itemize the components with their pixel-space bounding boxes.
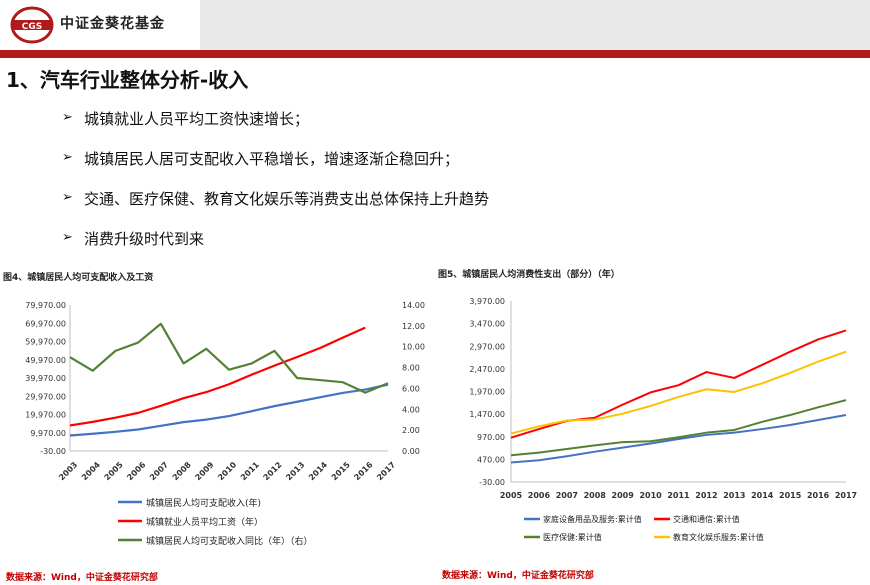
chart1-x-tick-label: 2009: [193, 460, 215, 482]
header-red-bar: [0, 50, 870, 58]
chart2-y-tick-label: 3,470.00: [469, 320, 505, 329]
chart1-left-tick-label: 9,970.00: [30, 429, 66, 438]
chart2-x-tick-label: 2017: [835, 491, 857, 500]
bullet-list: ➢ 城镇就业人员平均工资快速增长； ➢ 城镇居民人居可支配收入平稳增长，增速逐渐企稳…: [62, 108, 489, 268]
chart1-right-tick-label: 10.00: [402, 343, 425, 352]
chart2-legend-label: 家庭设备用品及服务:累计值: [543, 514, 642, 524]
chart2-series-line-0: [510, 414, 847, 464]
chart1-x-tick-label: 2014: [307, 460, 329, 482]
chart1-right-tick-label: 4.00: [402, 405, 420, 414]
chart1-x-tick-label: 2013: [284, 460, 306, 482]
brand-logo: CGS 中证金葵花基金: [0, 0, 200, 50]
chart1-series-line-2: [69, 322, 389, 394]
chart1-x-tick-label: 2007: [148, 460, 170, 482]
chart1-x-tick-label: 2003: [57, 460, 79, 482]
bullet-text: 城镇就业人员平均工资快速增长；: [84, 110, 310, 128]
bullet-text: 交通、医疗保健、教育文化娱乐等消费支出总体保持上升趋势: [84, 190, 490, 208]
chart2-x-tick-label: 2013: [723, 491, 745, 500]
arrow-bullet-icon: ➢: [62, 190, 73, 205]
page-title: 1、汽车行业整体分析-收入: [6, 68, 249, 92]
chart1-right-tick-label: 12.00: [402, 322, 425, 331]
chart1-series-line-1: [69, 326, 366, 427]
bullet-item: ➢ 城镇居民人居可支配收入平稳增长，增速逐渐企稳回升；: [62, 148, 489, 188]
chart1-x-tick-label: 2016: [352, 460, 374, 482]
chart1-x-tick-label: 2005: [103, 460, 125, 482]
chart1-right-tick-label: 14.00: [402, 301, 425, 310]
chart2-x-tick-label: 2008: [584, 491, 607, 500]
chart2-source: 数据来源：Wind，中证金葵花研究部: [442, 571, 594, 581]
cgs-logo-icon: CGS: [10, 6, 54, 44]
chart2-x-tick-label: 2012: [695, 491, 717, 500]
chart1-right-tick-label: 0.00: [402, 447, 420, 456]
chart1-source: 数据来源：Wind，中证金葵花研究部: [6, 573, 158, 583]
chart2-legend-label: 交通和通信:累计值: [673, 514, 740, 524]
logo-letters: CGS: [22, 22, 42, 32]
arrow-bullet-icon: ➢: [62, 110, 73, 125]
chart1-x-tick-label: 2010: [216, 460, 238, 482]
chart2-y-tick-label: 2,970.00: [469, 342, 505, 351]
chart1-title: 图4、城镇居民人均可支配收入及工资: [3, 273, 154, 283]
chart1-x-tick-label: 2015: [330, 460, 352, 482]
chart1-legend-label: 城镇就业人员平均工资（年）: [146, 516, 263, 528]
bullet-text: 城镇居民人居可支配收入平稳增长，增速逐渐企稳回升；: [84, 150, 460, 168]
chart1-left-tick-label: 79,970.00: [25, 301, 66, 310]
arrow-bullet-icon: ➢: [62, 230, 73, 245]
chart2-x-tick-label: 2006: [528, 491, 551, 500]
chart1-left-tick-label: 39,970.00: [25, 374, 66, 383]
bullet-item: ➢ 交通、医疗保健、教育文化娱乐等消费支出总体保持上升趋势: [62, 188, 489, 228]
chart2-legend-label: 医疗保健:累计值: [543, 532, 602, 542]
bullet-item: ➢ 城镇就业人员平均工资快速增长；: [62, 108, 489, 148]
chart2-svg: 3,970.00 3,470.00 2,970.00 2,470.00 1,970.00…: [469, 297, 857, 542]
arrow-bullet-icon: ➢: [62, 150, 73, 165]
chart1-right-tick-label: 6.00: [402, 384, 420, 393]
chart2-y-tick-label: 2,470.00: [469, 365, 505, 374]
chart2-x-tick-label: 2007: [556, 491, 578, 500]
chart1-x-tick-label: 2004: [80, 460, 102, 482]
chart2-y-tick-label: 470.00: [477, 455, 505, 464]
chart2-y-tick-label: -30.00: [479, 478, 505, 487]
chart1-x-tick-label: 2012: [262, 460, 284, 482]
chart2-y-tick-label: 1,470.00: [469, 410, 505, 419]
chart2-series-line-2: [510, 399, 847, 457]
chart2-title: 图5、城镇居民人均消费性支出（部分）（年）: [438, 270, 620, 280]
chart2-x-tick-label: 2015: [779, 491, 802, 500]
chart1-legend-label: 城镇居民人均可支配收入(年): [146, 497, 261, 509]
chart1-left-tick-label: 69,970.00: [25, 319, 66, 328]
chart1-series-line-0: [69, 383, 389, 437]
chart2-x-tick-label: 2016: [807, 491, 830, 500]
chart1-x-tick-label: 2008: [171, 460, 193, 482]
chart2-x-tick-label: 2010: [639, 491, 662, 500]
chart2-y-tick-label: 3,970.00: [469, 297, 505, 306]
brand-name: 中证金葵花基金: [60, 16, 165, 32]
chart1-x-tick-label: 2017: [375, 460, 397, 482]
chart2-x-tick-label: 2011: [667, 491, 690, 500]
bullet-text: 消费升级时代到来: [84, 230, 205, 248]
chart1-right-tick-label: 8.00: [402, 364, 420, 373]
chart2-x-tick-label: 2009: [612, 491, 635, 500]
chart1-x-tick-label: 2011: [239, 460, 261, 482]
chart2-y-tick-label: 1,970.00: [469, 388, 505, 397]
chart1-left-tick-label: 49,970.00: [25, 356, 66, 365]
chart2-y-tick-label: 970.00: [477, 433, 505, 442]
chart1-left-tick-label: -30.00: [40, 447, 66, 456]
chart1-right-tick-label: 2.00: [402, 426, 420, 435]
chart1-left-tick-label: 29,970.00: [25, 392, 66, 401]
chart2-legend-label: 教育文化娱乐服务:累计值: [673, 532, 764, 542]
bullet-item: ➢ 消费升级时代到来: [62, 228, 489, 268]
chart2-x-tick-label: 2005: [500, 491, 523, 500]
chart2-x-tick-label: 2014: [751, 491, 774, 500]
chart1-left-tick-label: 59,970.00: [25, 338, 66, 347]
chart1-legend-label: 城镇居民人均可支配收入同比（年）（右）: [146, 535, 313, 547]
chart1-left-tick-label: 19,970.00: [25, 411, 66, 420]
chart1-x-tick-label: 2006: [125, 460, 147, 482]
chart2-series-line-3: [510, 350, 847, 435]
chart1-svg: 79,970.00 69,970.00 59,970.00 49,970.00 39,9…: [25, 301, 425, 547]
